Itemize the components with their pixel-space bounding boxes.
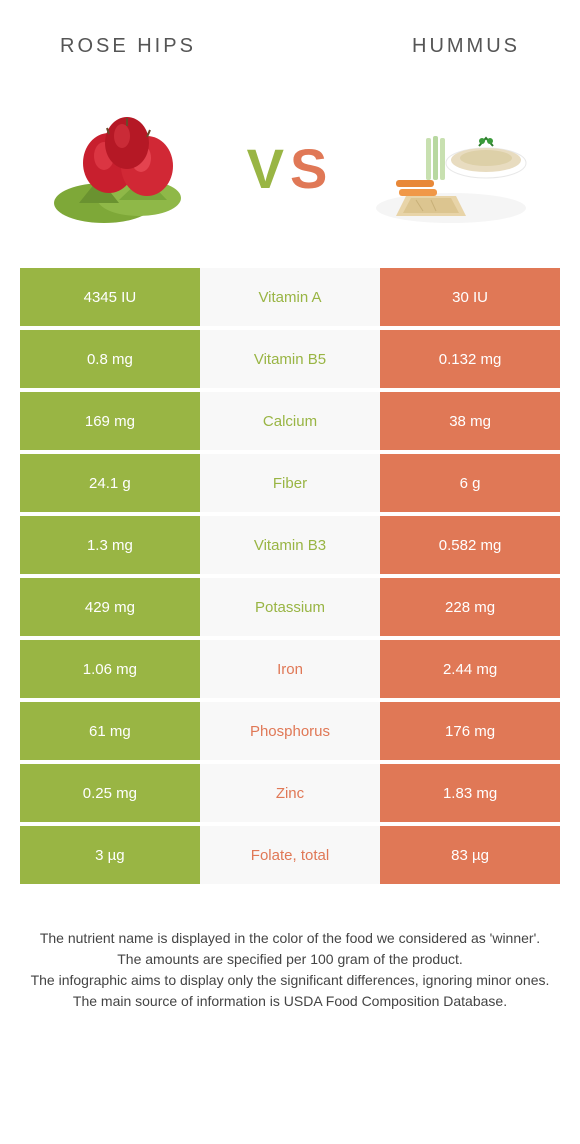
vs-v-letter: V (247, 137, 290, 200)
cell-nutrient: Folate, total (200, 826, 380, 884)
cell-left: 24.1 g (20, 454, 200, 512)
cell-nutrient: Fiber (200, 454, 380, 512)
footer-line-4: The main source of information is USDA F… (30, 991, 550, 1012)
table-row: 1.06 mgIron2.44 mg (20, 640, 560, 698)
cell-right: 6 g (380, 454, 560, 512)
cell-left: 61 mg (20, 702, 200, 760)
cell-left: 1.3 mg (20, 516, 200, 574)
cell-right: 30 IU (380, 268, 560, 326)
cell-left: 0.25 mg (20, 764, 200, 822)
footer-line-1: The nutrient name is displayed in the co… (30, 928, 550, 949)
comparison-table: 4345 IUVitamin A30 IU0.8 mgVitamin B50.1… (20, 268, 560, 884)
cell-nutrient: Iron (200, 640, 380, 698)
table-row: 61 mgPhosphorus176 mg (20, 702, 560, 760)
cell-nutrient: Zinc (200, 764, 380, 822)
cell-nutrient: Vitamin B3 (200, 516, 380, 574)
cell-left: 1.06 mg (20, 640, 200, 698)
table-row: 3 µgFolate, total83 µg (20, 826, 560, 884)
cell-nutrient: Calcium (200, 392, 380, 450)
footer: The nutrient name is displayed in the co… (0, 888, 580, 1042)
cell-nutrient: Vitamin A (200, 268, 380, 326)
vs-section: VS (0, 78, 580, 268)
cell-nutrient: Phosphorus (200, 702, 380, 760)
cell-left: 3 µg (20, 826, 200, 884)
cell-nutrient: Vitamin B5 (200, 330, 380, 388)
cell-left: 429 mg (20, 578, 200, 636)
footer-line-2: The amounts are specified per 100 gram o… (30, 949, 550, 970)
cell-right: 1.83 mg (380, 764, 560, 822)
vs-label: VS (247, 136, 334, 201)
table-row: 4345 IUVitamin A30 IU (20, 268, 560, 326)
table-row: 1.3 mgVitamin B30.582 mg (20, 516, 560, 574)
cell-right: 38 mg (380, 392, 560, 450)
cell-right: 176 mg (380, 702, 560, 760)
header: Rose hips Hummus (0, 0, 580, 78)
table-row: 24.1 gFiber6 g (20, 454, 560, 512)
cell-nutrient: Potassium (200, 578, 380, 636)
table-row: 169 mgCalcium38 mg (20, 392, 560, 450)
footer-line-3: The infographic aims to display only the… (30, 970, 550, 991)
cell-right: 228 mg (380, 578, 560, 636)
hummus-image (371, 108, 531, 228)
table-row: 0.8 mgVitamin B50.132 mg (20, 330, 560, 388)
vs-s-letter: S (290, 137, 333, 200)
rose-hips-image (49, 108, 209, 228)
title-left: Rose hips (60, 35, 196, 58)
cell-right: 2.44 mg (380, 640, 560, 698)
cell-left: 0.8 mg (20, 330, 200, 388)
cell-right: 0.132 mg (380, 330, 560, 388)
cell-right: 83 µg (380, 826, 560, 884)
title-right: Hummus (412, 35, 520, 58)
cell-left: 4345 IU (20, 268, 200, 326)
cell-left: 169 mg (20, 392, 200, 450)
table-row: 0.25 mgZinc1.83 mg (20, 764, 560, 822)
cell-right: 0.582 mg (380, 516, 560, 574)
table-row: 429 mgPotassium228 mg (20, 578, 560, 636)
